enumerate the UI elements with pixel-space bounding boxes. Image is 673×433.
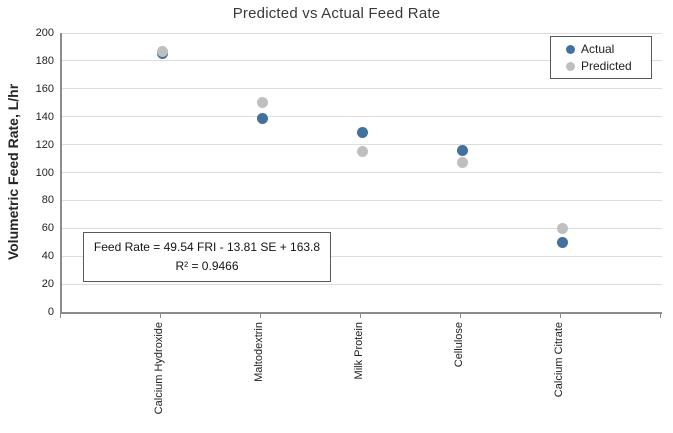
y-tick-label-0: 0	[47, 306, 54, 318]
x-tick-mark-3	[360, 314, 361, 318]
legend-item-actual: Actual	[566, 42, 651, 56]
plot-area	[60, 32, 662, 314]
data-point-predicted-maltodextrin	[256, 97, 268, 109]
x-tick-mark-1	[160, 314, 161, 318]
actual-series-dot-icon	[566, 44, 575, 54]
legend-label-actual: Actual	[581, 42, 615, 56]
gridline-y-40	[62, 255, 662, 257]
gridline-y-80	[62, 199, 662, 201]
gridline-y-60	[62, 227, 662, 229]
x-axis-label-calcium-hydroxide: Calcium Hydroxide	[153, 322, 165, 415]
y-tick-label-60: 60	[41, 222, 54, 235]
x-tick-mark-5	[560, 314, 561, 318]
y-tick-label-20: 20	[41, 278, 54, 291]
data-point-predicted-milk-protein	[356, 146, 368, 158]
data-point-actual-calcium-citrate	[556, 236, 568, 248]
y-tick-label-180: 180	[35, 54, 54, 67]
data-point-predicted-calcium-citrate	[556, 222, 568, 234]
x-axis-label-maltodextrin: Maltodextrin	[253, 322, 265, 382]
y-tick-label-200: 200	[35, 27, 54, 39]
gridline-y-100	[62, 172, 662, 173]
y-tick-label-120: 120	[35, 138, 54, 151]
x-axis-label-calcium-citrate: Calcium Citrate	[553, 322, 565, 398]
x-tick-mark-0	[60, 314, 61, 318]
x-tick-mark-2	[260, 314, 261, 318]
x-tick-mark-4	[460, 314, 461, 318]
x-axis-label-milk-protein: Milk Protein	[353, 322, 365, 380]
data-point-actual-cellulose	[456, 144, 468, 156]
data-point-actual-maltodextrin	[256, 112, 268, 124]
x-tick-mark-6	[660, 314, 661, 318]
x-axis-label-cellulose: Cellulose	[453, 322, 465, 368]
chart-title: Predicted vs Actual Feed Rate	[232, 5, 441, 22]
gridline-y-20	[62, 283, 662, 285]
legend: Actual Predicted	[550, 36, 652, 79]
y-tick-label-100: 100	[35, 166, 54, 179]
y-tick-label-40: 40	[41, 250, 54, 263]
gridline-y-140	[62, 116, 662, 118]
gridline-y-180	[62, 60, 662, 62]
gridline-y-160	[62, 88, 662, 90]
legend-label-predicted: Predicted	[581, 59, 632, 73]
data-point-predicted-cellulose	[456, 157, 468, 169]
r-squared-value: R² = 0.9466	[175, 258, 239, 273]
y-tick-label-140: 140	[35, 110, 54, 123]
data-point-predicted-calcium-hydroxide	[156, 45, 168, 57]
y-tick-label-160: 160	[35, 82, 54, 95]
predicted-series-dot-icon	[566, 61, 575, 71]
y-tick-label-80: 80	[41, 194, 54, 207]
regression-equation: Feed Rate = 49.54 FRI - 13.81 SE + 163.8	[93, 240, 321, 254]
legend-item-predicted: Predicted	[566, 59, 651, 73]
regression-annotation-box: Feed Rate = 49.54 FRI - 13.81 SE + 163.8…	[83, 232, 331, 283]
data-point-actual-milk-protein	[356, 126, 368, 138]
gridline-y-200	[62, 32, 662, 34]
gridline-y-120	[62, 144, 662, 146]
